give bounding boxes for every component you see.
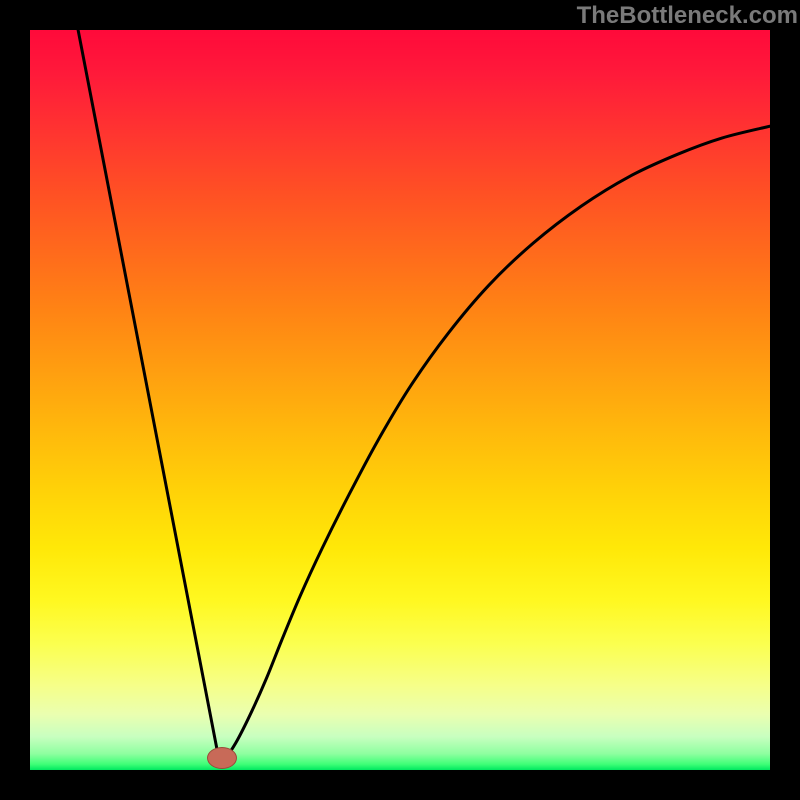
plot-area <box>30 30 770 770</box>
watermark-text: TheBottleneck.com <box>577 2 798 30</box>
chart-container: { "chart": { "type": "line", "canvas": {… <box>0 0 800 800</box>
gradient-background <box>30 30 770 770</box>
